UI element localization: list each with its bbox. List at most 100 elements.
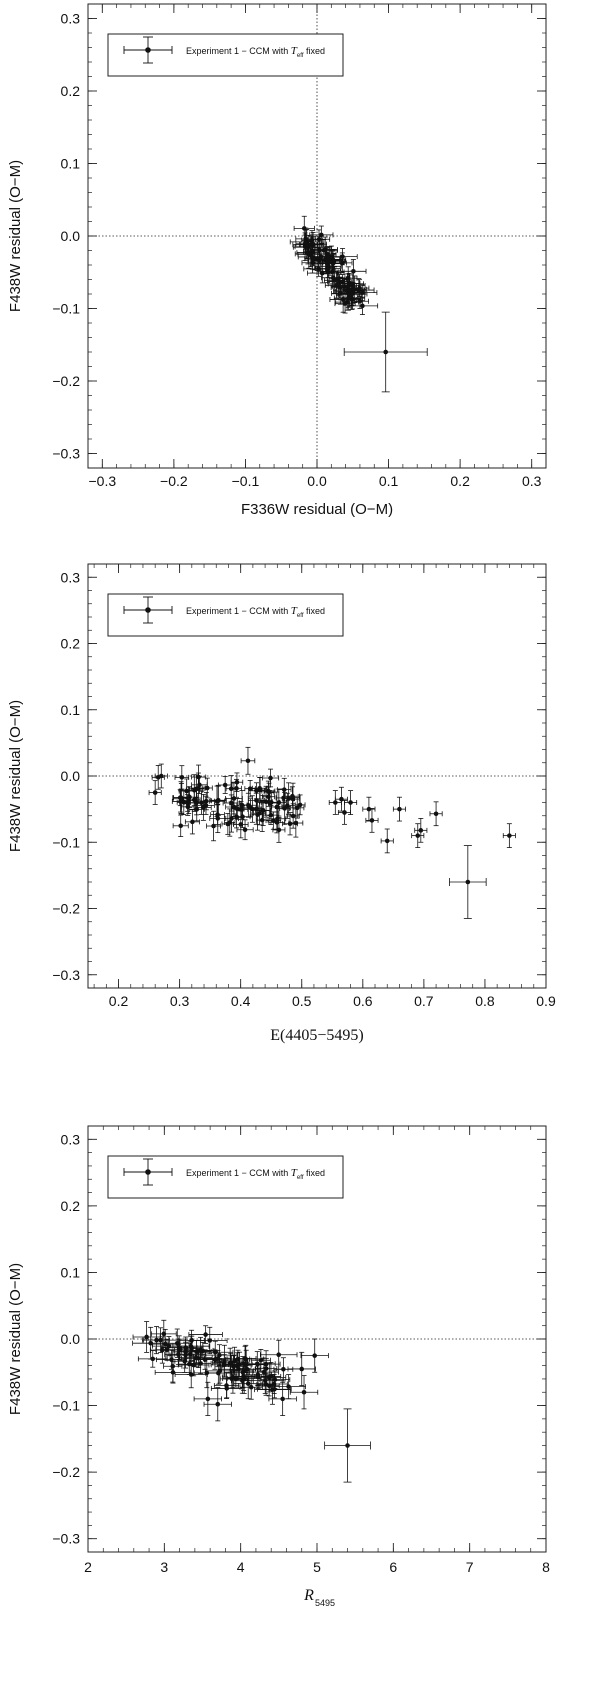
- y-tick-label: −0.1: [52, 834, 80, 850]
- x-axis-label: R: [303, 1587, 314, 1604]
- data-marker: [225, 821, 231, 827]
- data-marker: [287, 821, 293, 827]
- data-marker: [280, 1396, 285, 1402]
- data-marker: [254, 1361, 260, 1367]
- data-point-87: [281, 792, 294, 819]
- data-marker: [222, 782, 228, 788]
- data-point-6: [195, 794, 212, 821]
- data-point-92: [154, 763, 168, 789]
- x-tick-label: 0.0: [307, 473, 327, 489]
- data-point-3: [240, 746, 256, 775]
- data-point-90: [300, 1338, 329, 1373]
- data-marker: [294, 805, 300, 811]
- x-tick-label: 0.5: [292, 993, 312, 1009]
- data-point-105: [449, 845, 487, 919]
- data-marker: [274, 820, 280, 825]
- y-tick-label: 0.2: [61, 636, 81, 652]
- data-point-90: [148, 780, 162, 805]
- data-marker: [148, 1340, 153, 1346]
- data-point-85: [205, 1361, 232, 1385]
- data-point-79: [210, 804, 225, 825]
- data-point-54: [340, 259, 367, 284]
- data-marker: [178, 823, 184, 829]
- x-tick-label: −0.2: [160, 473, 188, 489]
- legend-marker: [145, 47, 151, 53]
- chart-panel-2: 0.2 0.3 0.4 0.5 0.6 0.7 0.8 0.9 −0.3 −0.2 −0.1 0.0 0…: [0, 560, 600, 1122]
- data-point-83: [137, 1350, 168, 1368]
- data-marker: [369, 818, 375, 823]
- data-marker: [332, 278, 337, 283]
- x-tick-label: −0.3: [88, 473, 116, 489]
- data-marker: [234, 814, 239, 820]
- data-marker: [204, 785, 210, 791]
- data-marker: [268, 775, 273, 781]
- data-marker: [261, 1369, 267, 1375]
- data-point-89: [174, 1360, 208, 1389]
- data-point-49: [174, 765, 190, 790]
- data-marker: [215, 1356, 221, 1361]
- data-point-66: [346, 296, 379, 315]
- data-marker: [333, 800, 338, 805]
- data-marker: [224, 1386, 230, 1391]
- x-tick-label: 0.4: [231, 993, 251, 1009]
- data-marker: [212, 1349, 218, 1355]
- data-marker: [174, 1340, 180, 1346]
- data-marker: [348, 800, 353, 805]
- x-tick-label: 6: [389, 1559, 397, 1575]
- data-marker: [357, 298, 363, 304]
- data-marker: [255, 1374, 261, 1380]
- scatter-chart-3: 2 3 4 5 6 7 8 −0.3 −0.2 −0.1 0.0 0.1 0.2 0.3 F438W res…: [7, 1125, 550, 1608]
- y-tick-label: 0.3: [61, 1131, 81, 1147]
- y-tick-label: −0.3: [52, 967, 80, 983]
- data-marker: [181, 800, 187, 805]
- legend-box: [107, 593, 344, 637]
- data-marker: [276, 1352, 282, 1358]
- data-marker: [356, 287, 362, 293]
- data-point-91: [287, 1351, 316, 1386]
- data-point-56: [323, 266, 346, 295]
- data-point-36: [210, 1378, 243, 1399]
- data-point-46: [132, 1321, 161, 1353]
- data-marker: [169, 1357, 174, 1362]
- data-marker: [316, 236, 322, 242]
- data-point-51: [244, 780, 256, 798]
- data-marker: [152, 790, 158, 795]
- data-marker: [144, 1334, 149, 1340]
- data-marker: [229, 1376, 235, 1382]
- data-marker: [160, 1347, 165, 1353]
- data-point-62: [184, 809, 200, 835]
- y-tick-label: 0.0: [61, 768, 81, 784]
- data-point-77: [247, 789, 266, 811]
- data-point-82: [282, 812, 298, 836]
- data-point-97: [362, 796, 376, 822]
- data-point-88: [254, 1374, 291, 1405]
- y-tick-label: 0.2: [61, 1198, 81, 1214]
- data-marker: [247, 786, 253, 791]
- x-tick-label: 4: [237, 1559, 245, 1575]
- y-tick-label: −0.1: [52, 1398, 80, 1414]
- data-marker: [241, 1374, 246, 1379]
- data-marker: [360, 303, 365, 309]
- data-marker: [267, 800, 273, 806]
- x-tick-label: 8: [542, 1559, 550, 1575]
- data-marker: [324, 251, 330, 257]
- data-marker: [297, 802, 303, 808]
- x-tick-label: 0.2: [109, 993, 129, 1009]
- data-marker: [243, 1356, 249, 1362]
- x-tick-label: 0.9: [536, 993, 556, 1009]
- data-marker: [465, 879, 471, 885]
- y-tick-label: −0.1: [52, 301, 80, 317]
- data-point-77: [331, 282, 350, 305]
- data-point-65: [155, 1349, 188, 1370]
- legend-box: [107, 1155, 344, 1199]
- data-marker: [234, 786, 239, 791]
- data-marker: [303, 239, 309, 245]
- data-point-93: [328, 790, 342, 815]
- x-axis-label: E(4405−5495): [270, 1027, 363, 1044]
- data-point-76: [211, 785, 226, 816]
- data-point-84: [253, 801, 266, 826]
- y-tick-label: −0.2: [52, 373, 80, 389]
- data-point-78: [191, 775, 208, 794]
- data-marker: [316, 266, 321, 272]
- y-tick-label: 0.1: [61, 156, 81, 172]
